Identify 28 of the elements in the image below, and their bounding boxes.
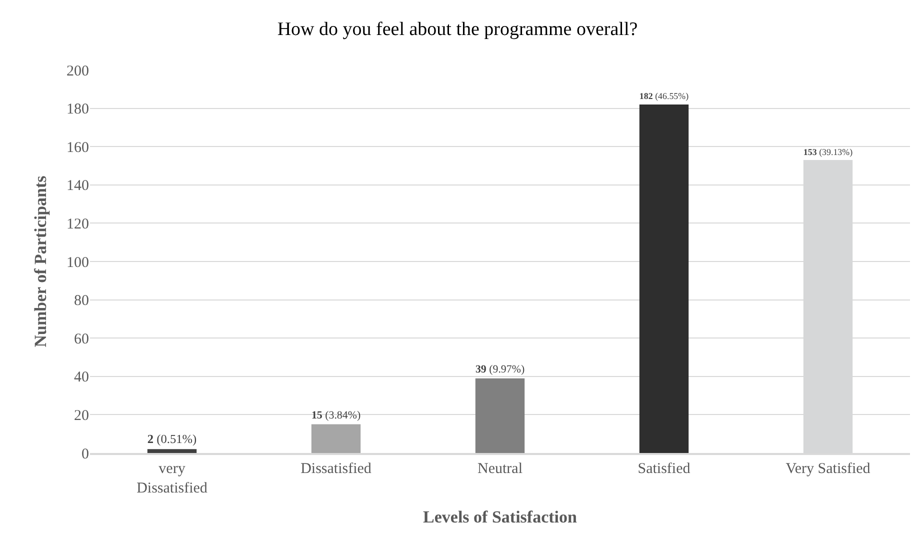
x-tick-label: Very Satisfied (786, 461, 871, 477)
bar (475, 378, 525, 453)
y-tick-label: 60 (74, 331, 89, 348)
x-tick-label: Satisfied (638, 461, 691, 477)
data-label: 15 (3.84%) (311, 410, 361, 422)
y-tick-label: 20 (74, 408, 89, 424)
y-tick-label: 0 (82, 446, 89, 462)
data-label: 2 (0.51%) (147, 432, 197, 446)
y-tick-label: 160 (66, 140, 89, 156)
x-axis-title: Levels of Satisfaction (423, 507, 578, 526)
bar (147, 449, 197, 453)
chart-title: How do you feel about the programme overall? (277, 19, 638, 40)
x-tick-label: very Dissatisfied (136, 461, 208, 496)
x-tick-label: Dissatisfied (300, 461, 372, 477)
y-axis-title: Number of Participants (31, 175, 50, 348)
bar (311, 424, 361, 453)
y-tick-label: 80 (74, 293, 89, 310)
data-label: 182 (46.55%) (639, 91, 689, 102)
data-label: 39 (9.97%) (475, 364, 525, 376)
y-tick-label: 180 (66, 102, 89, 118)
data-label: 153 (39.13%) (803, 146, 853, 157)
bar (639, 104, 689, 453)
y-tick-label: 40 (74, 370, 89, 386)
y-tick-label: 200 (66, 63, 89, 80)
y-tick-label: 140 (66, 178, 89, 194)
y-tick-label: 100 (66, 254, 89, 271)
x-tick-label: Neutral (478, 461, 522, 477)
y-tick-label: 120 (66, 216, 89, 232)
